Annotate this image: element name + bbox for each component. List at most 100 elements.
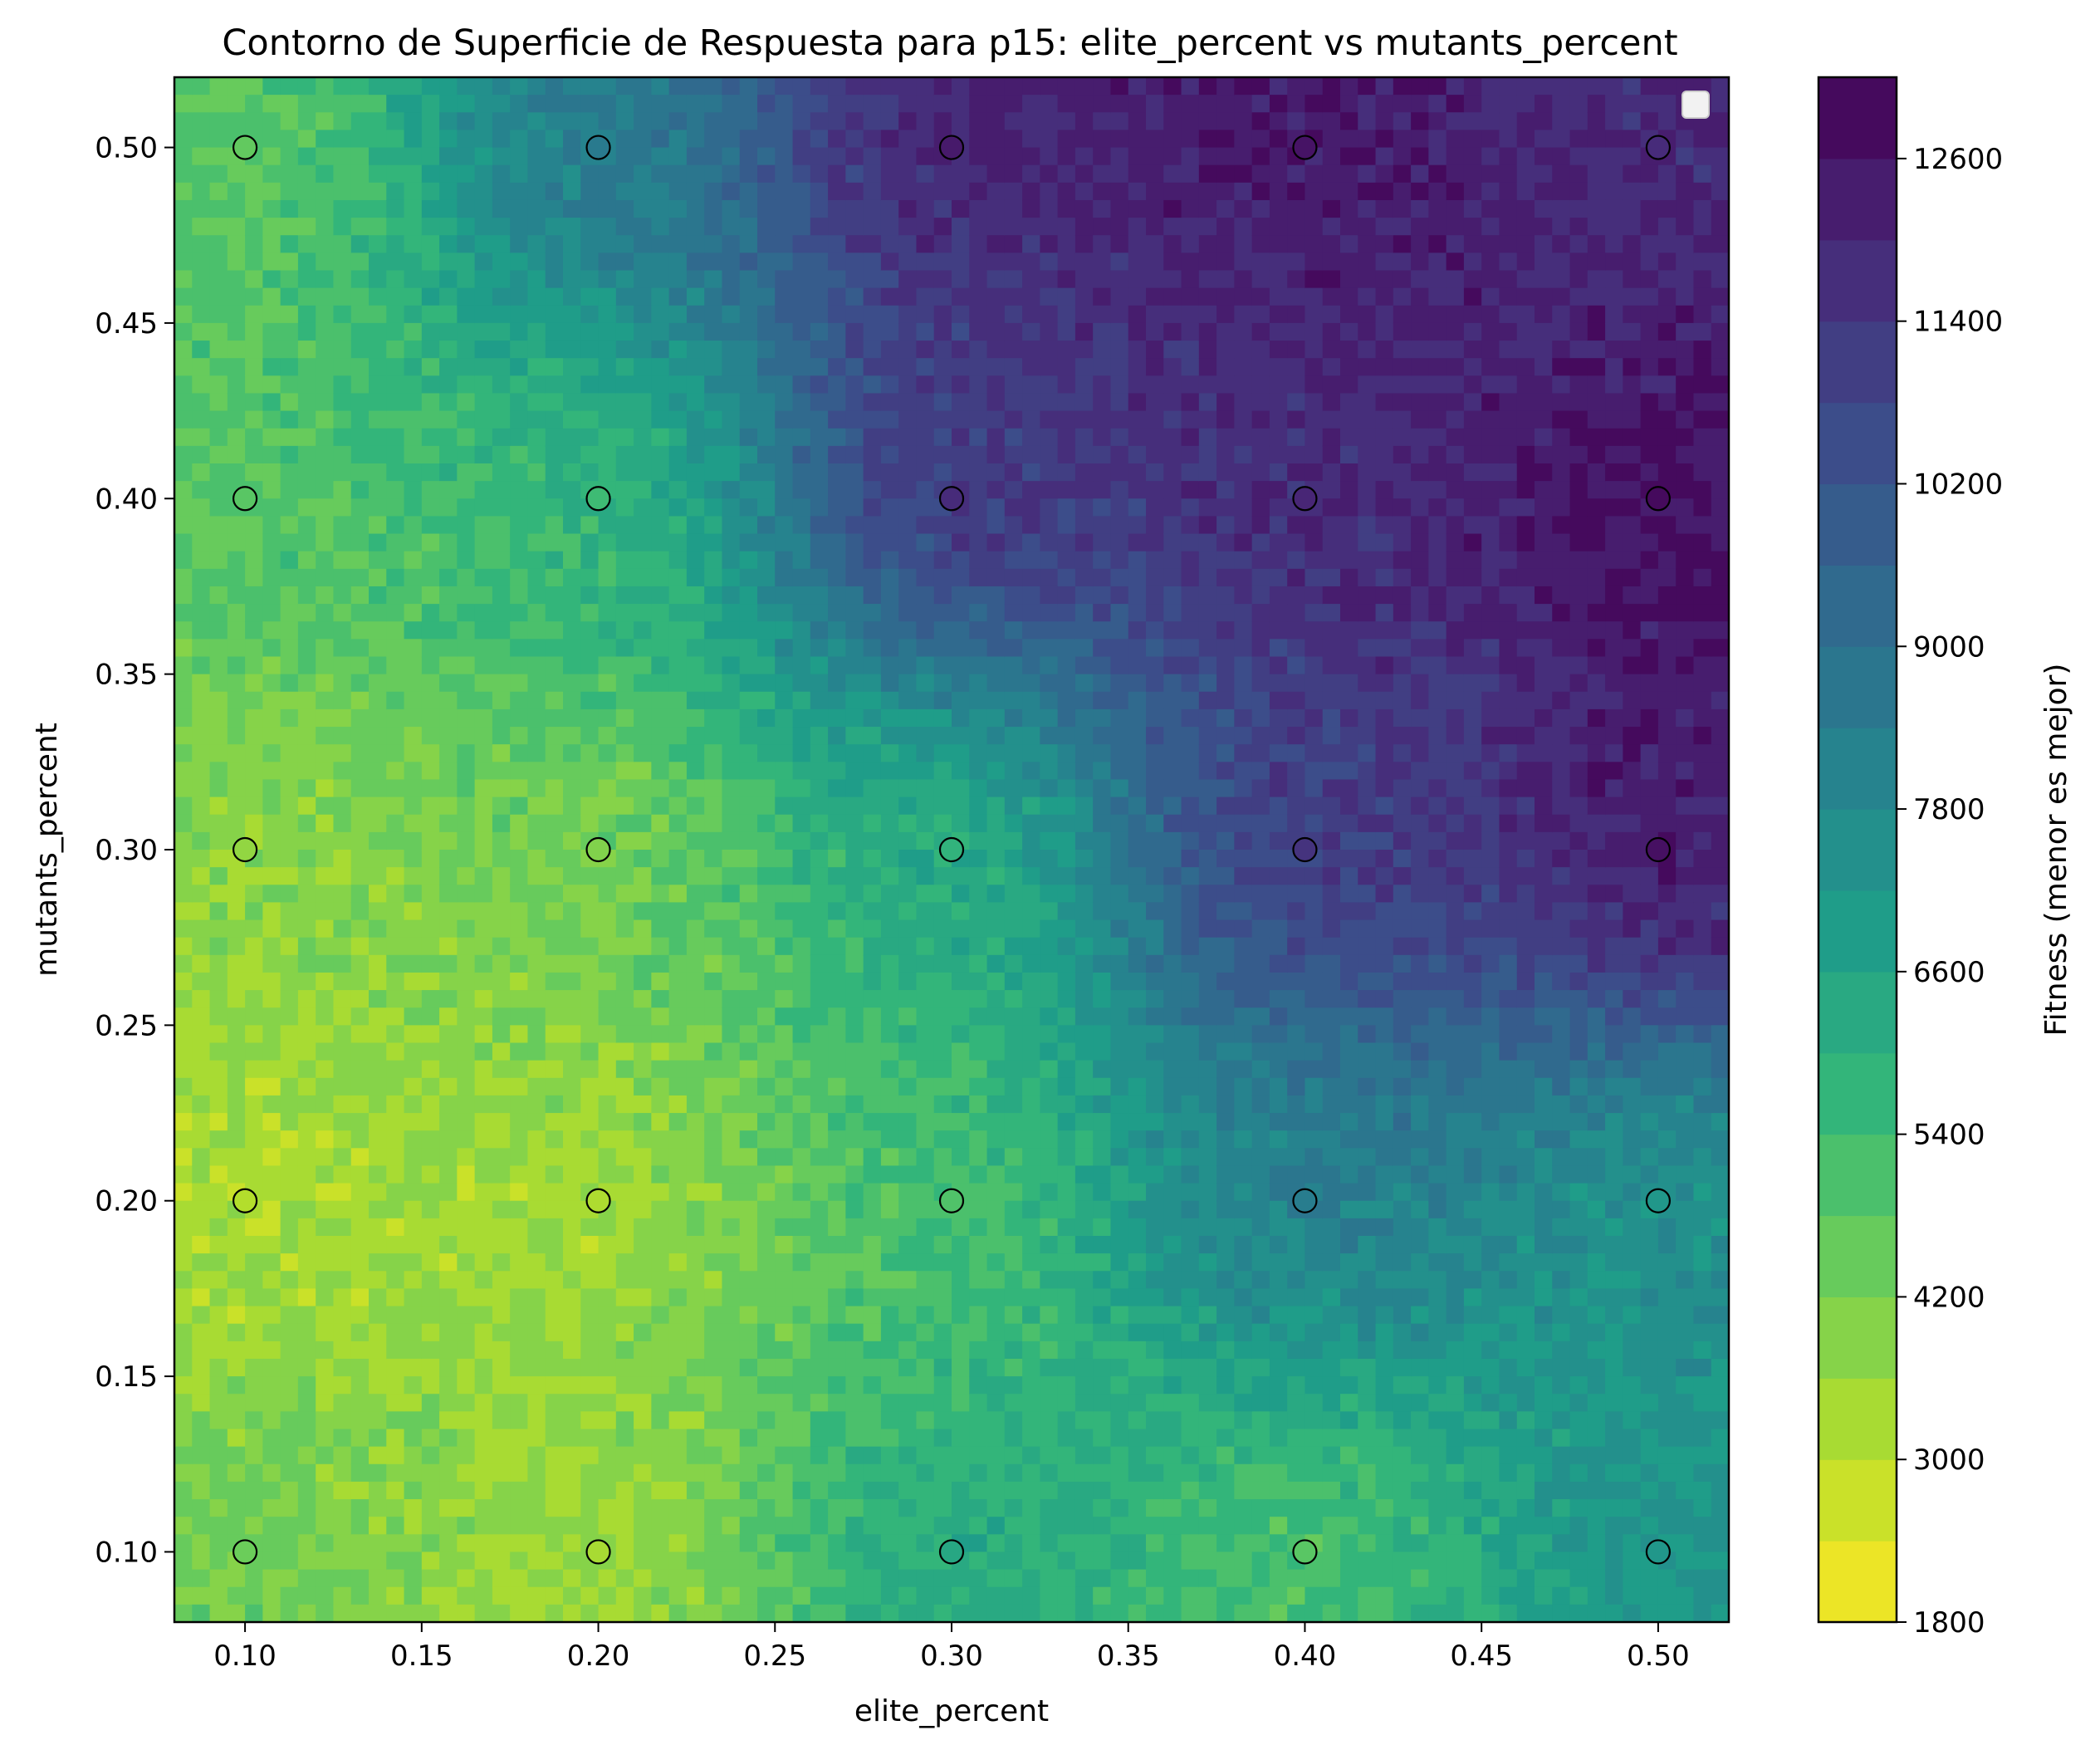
- contour-cell: [828, 1551, 847, 1571]
- contour-cell: [916, 1148, 935, 1167]
- contour-cell: [598, 1569, 617, 1588]
- contour-cell: [739, 1429, 758, 1448]
- contour-cell: [527, 130, 546, 149]
- contour-cell: [580, 568, 600, 587]
- contour-cell: [580, 779, 600, 798]
- contour-cell: [369, 1007, 388, 1027]
- contour-cell: [969, 199, 988, 218]
- contour-cell: [1146, 1253, 1165, 1272]
- contour-cell: [757, 77, 776, 96]
- contour-cell: [668, 954, 688, 973]
- contour-cell: [1040, 867, 1059, 886]
- contour-cell: [615, 199, 634, 218]
- contour-cell: [615, 902, 634, 921]
- contour-cell: [439, 551, 458, 570]
- contour-cell: [615, 1060, 634, 1079]
- contour-cell: [952, 1358, 971, 1377]
- contour-cell: [615, 1358, 634, 1377]
- contour-cell: [757, 586, 776, 605]
- contour-cell: [492, 77, 511, 96]
- contour-cell: [1022, 691, 1041, 710]
- contour-cell: [615, 533, 634, 552]
- contour-cell: [563, 551, 582, 570]
- contour-cell: [369, 95, 388, 114]
- contour-cell: [386, 463, 405, 482]
- contour-cell: [492, 1323, 511, 1342]
- contour-cell: [810, 831, 829, 850]
- contour-cell: [404, 428, 423, 447]
- contour-cell: [1057, 1481, 1076, 1500]
- contour-cell: [722, 270, 741, 289]
- contour-cell: [262, 1394, 281, 1413]
- contour-cell: [722, 762, 741, 781]
- contour-cell: [404, 1007, 423, 1027]
- contour-cell: [474, 1323, 493, 1342]
- contour-cell: [668, 604, 688, 623]
- contour-cell: [969, 639, 988, 658]
- contour-cell: [439, 1429, 458, 1448]
- contour-cell: [1093, 1148, 1112, 1167]
- contour-cell: [563, 1253, 582, 1272]
- contour-cell: [880, 375, 899, 395]
- contour-cell: [651, 322, 670, 341]
- contour-cell: [845, 568, 864, 587]
- contour-cell: [969, 1148, 988, 1167]
- contour-cell: [492, 1271, 511, 1290]
- contour-cell: [863, 831, 882, 850]
- contour-cell: [174, 428, 193, 447]
- contour-cell: [739, 322, 758, 341]
- contour-cell: [898, 691, 918, 710]
- contour-cell: [316, 305, 335, 324]
- contour-cell: [333, 1586, 352, 1605]
- contour-cell: [316, 1200, 335, 1219]
- contour-cell: [492, 1604, 511, 1622]
- contour-cell: [634, 1271, 653, 1290]
- contour-cell: [810, 516, 829, 535]
- contour-cell: [209, 199, 228, 218]
- contour-cell: [492, 1165, 511, 1184]
- contour-cell: [297, 130, 316, 149]
- contour-cell: [810, 1253, 829, 1272]
- contour-cell: [245, 1569, 264, 1588]
- contour-cell: [704, 1271, 723, 1290]
- contour-cell: [386, 341, 405, 359]
- contour-cell: [1004, 1517, 1023, 1536]
- contour-cell: [563, 1534, 582, 1553]
- contour-cell: [1040, 1200, 1059, 1219]
- contour-cell: [227, 199, 246, 218]
- contour-cell: [174, 674, 193, 693]
- contour-cell: [280, 1130, 299, 1149]
- contour-cell: [527, 1551, 546, 1571]
- contour-cell: [1074, 762, 1094, 781]
- contour-cell: [651, 1095, 670, 1114]
- contour-cell: [350, 1604, 370, 1622]
- contour-cell: [209, 919, 228, 939]
- contour-cell: [792, 1534, 811, 1553]
- contour-cell: [792, 779, 811, 798]
- contour-cell: [615, 1481, 634, 1500]
- contour-cell: [192, 1446, 211, 1465]
- contour-cell: [810, 252, 829, 272]
- contour-cell: [580, 744, 600, 763]
- contour-cell: [350, 1534, 370, 1553]
- contour-cell: [634, 130, 653, 149]
- contour-cell: [1093, 1499, 1112, 1517]
- contour-cell: [845, 744, 864, 763]
- contour-cell: [333, 779, 352, 798]
- contour-cell: [651, 463, 670, 482]
- contour-cell: [933, 885, 952, 904]
- contour-cell: [952, 1604, 971, 1622]
- contour-cell: [421, 270, 440, 289]
- contour-cell: [757, 831, 776, 850]
- contour-cell: [245, 797, 264, 816]
- contour-cell: [1022, 902, 1041, 921]
- contour-cell: [1128, 463, 1147, 482]
- contour-cell: [369, 1236, 388, 1254]
- contour-cell: [1093, 744, 1112, 763]
- contour-cell: [386, 533, 405, 552]
- contour-cell: [1074, 937, 1094, 956]
- contour-cell: [192, 1411, 211, 1430]
- contour-cell: [474, 867, 493, 886]
- contour-cell: [510, 1148, 529, 1167]
- contour-cell: [457, 1007, 476, 1027]
